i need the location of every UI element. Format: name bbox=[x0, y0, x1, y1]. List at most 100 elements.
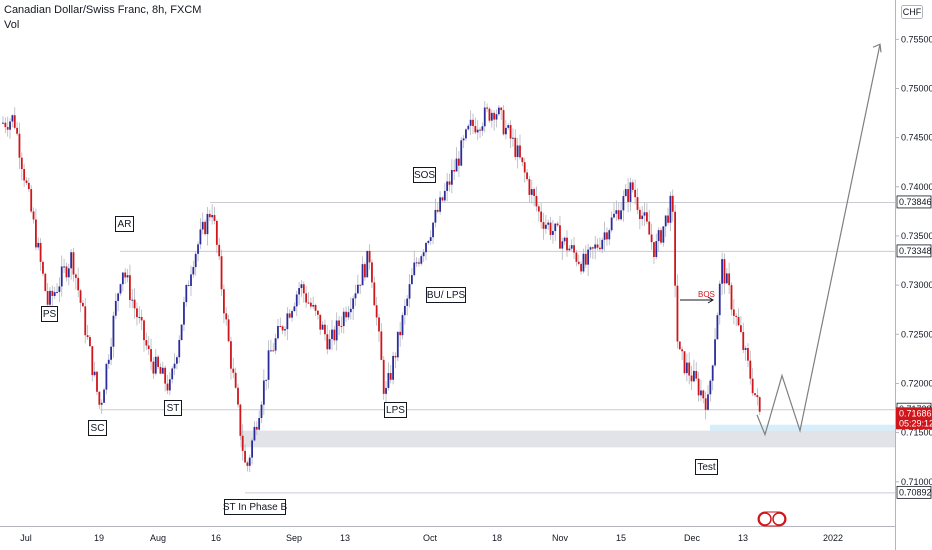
candle-body bbox=[326, 334, 329, 350]
candle-body bbox=[86, 335, 89, 338]
candle-body bbox=[309, 302, 312, 307]
candle-body bbox=[392, 355, 394, 380]
candle-body bbox=[331, 329, 333, 340]
price-axis[interactable]: 0.75500 0.75000 0.74500 0.74000 0.73500 0.730… bbox=[895, 34, 932, 499]
candle-body bbox=[183, 302, 185, 325]
x-tick-label: Jul bbox=[20, 533, 32, 543]
level-price-tag bbox=[896, 485, 932, 499]
candle-body bbox=[535, 195, 538, 207]
candle-body bbox=[129, 275, 131, 301]
candle-body bbox=[136, 308, 138, 318]
candle-body bbox=[18, 133, 21, 158]
currency-badge[interactable]: CHF bbox=[901, 5, 923, 19]
candle-body bbox=[197, 244, 199, 254]
candle-body bbox=[140, 316, 143, 321]
time-axis[interactable]: Jul 19 Aug 16 Sep 13 Oct 18 Nov 15 Dec 13 2022 bbox=[20, 533, 843, 543]
candle-body bbox=[368, 250, 371, 263]
candle-body bbox=[178, 340, 181, 358]
candle-body bbox=[646, 212, 648, 222]
candle-body bbox=[594, 244, 597, 249]
candle-body bbox=[274, 338, 277, 351]
volume-indicator-label[interactable]: Vol bbox=[4, 19, 20, 31]
candle-body bbox=[429, 237, 432, 241]
candle-body bbox=[270, 350, 272, 352]
candle-body bbox=[232, 368, 235, 373]
candle-body bbox=[730, 285, 733, 310]
demand-zone-highlight bbox=[710, 424, 896, 431]
candle-body bbox=[324, 324, 326, 335]
candle-body bbox=[403, 305, 406, 316]
candle-body bbox=[507, 125, 510, 128]
level-price-tag-label: 0.73846 bbox=[899, 197, 932, 207]
candle-body bbox=[394, 355, 397, 358]
candle-body bbox=[711, 365, 714, 381]
candle-body bbox=[751, 378, 754, 394]
candle-body bbox=[685, 362, 688, 374]
level-price-tag bbox=[896, 195, 932, 209]
candle-body bbox=[133, 299, 136, 309]
candle-body bbox=[561, 241, 564, 249]
candle-body bbox=[704, 398, 707, 410]
candle-body bbox=[302, 284, 305, 294]
candle-body bbox=[432, 222, 434, 238]
candle-body bbox=[530, 189, 533, 195]
candle-body bbox=[347, 312, 350, 318]
candle-body bbox=[725, 273, 728, 284]
candle-body bbox=[241, 435, 244, 451]
chart-title: Canadian Dollar/Swiss Franc, 8h, FXCM bbox=[4, 4, 202, 16]
candle-body bbox=[239, 404, 242, 436]
candle-body bbox=[53, 292, 56, 296]
candle-body bbox=[512, 137, 514, 139]
y-tick-label: 0.73500 bbox=[901, 231, 932, 241]
y-tick-label: 0.73000 bbox=[901, 280, 932, 290]
candle-body bbox=[255, 426, 258, 430]
candle-body bbox=[105, 363, 108, 390]
candle-body bbox=[143, 320, 145, 341]
candle-body bbox=[16, 127, 18, 134]
candle-body bbox=[502, 110, 505, 135]
candle-body bbox=[124, 272, 127, 278]
candle-body bbox=[185, 285, 188, 303]
candle-body bbox=[540, 211, 543, 223]
candle-body bbox=[671, 195, 674, 212]
projection-path bbox=[756, 43, 882, 437]
candle-body bbox=[697, 378, 700, 396]
candle-body bbox=[749, 360, 752, 379]
candle-body bbox=[702, 390, 705, 399]
candle-body bbox=[443, 190, 446, 201]
candle-body bbox=[469, 119, 472, 126]
candle-body bbox=[11, 115, 14, 122]
candle-body bbox=[472, 119, 474, 127]
candle-body bbox=[225, 313, 228, 320]
candle-body bbox=[164, 367, 167, 384]
candle-body bbox=[552, 231, 554, 235]
candle-body bbox=[103, 389, 105, 403]
x-tick-label: 13 bbox=[340, 533, 350, 543]
candle-body bbox=[396, 331, 399, 358]
x-tick-label: 18 bbox=[492, 533, 502, 543]
candle-body bbox=[157, 356, 159, 367]
candle-body bbox=[110, 346, 112, 360]
y-tick-label: 0.74500 bbox=[901, 133, 932, 143]
candle-body bbox=[312, 305, 315, 307]
candle-body bbox=[641, 215, 644, 220]
y-tick-label: 0.72000 bbox=[901, 378, 932, 388]
candle-body bbox=[187, 285, 190, 287]
candle-body bbox=[754, 393, 756, 396]
candle-body bbox=[441, 197, 444, 201]
candle-body bbox=[718, 283, 721, 316]
candle-body bbox=[84, 306, 87, 336]
candle-body bbox=[340, 325, 343, 327]
candle-body bbox=[683, 351, 686, 374]
candle-body bbox=[723, 259, 726, 284]
candle-body bbox=[100, 402, 103, 405]
candle-body bbox=[411, 275, 413, 285]
candle-body bbox=[42, 261, 44, 274]
candle-body bbox=[4, 122, 7, 128]
candle-body bbox=[420, 256, 423, 264]
candle-body bbox=[636, 197, 639, 210]
candle-body bbox=[89, 337, 91, 347]
candle-body bbox=[439, 197, 441, 212]
candle-body bbox=[617, 210, 620, 220]
